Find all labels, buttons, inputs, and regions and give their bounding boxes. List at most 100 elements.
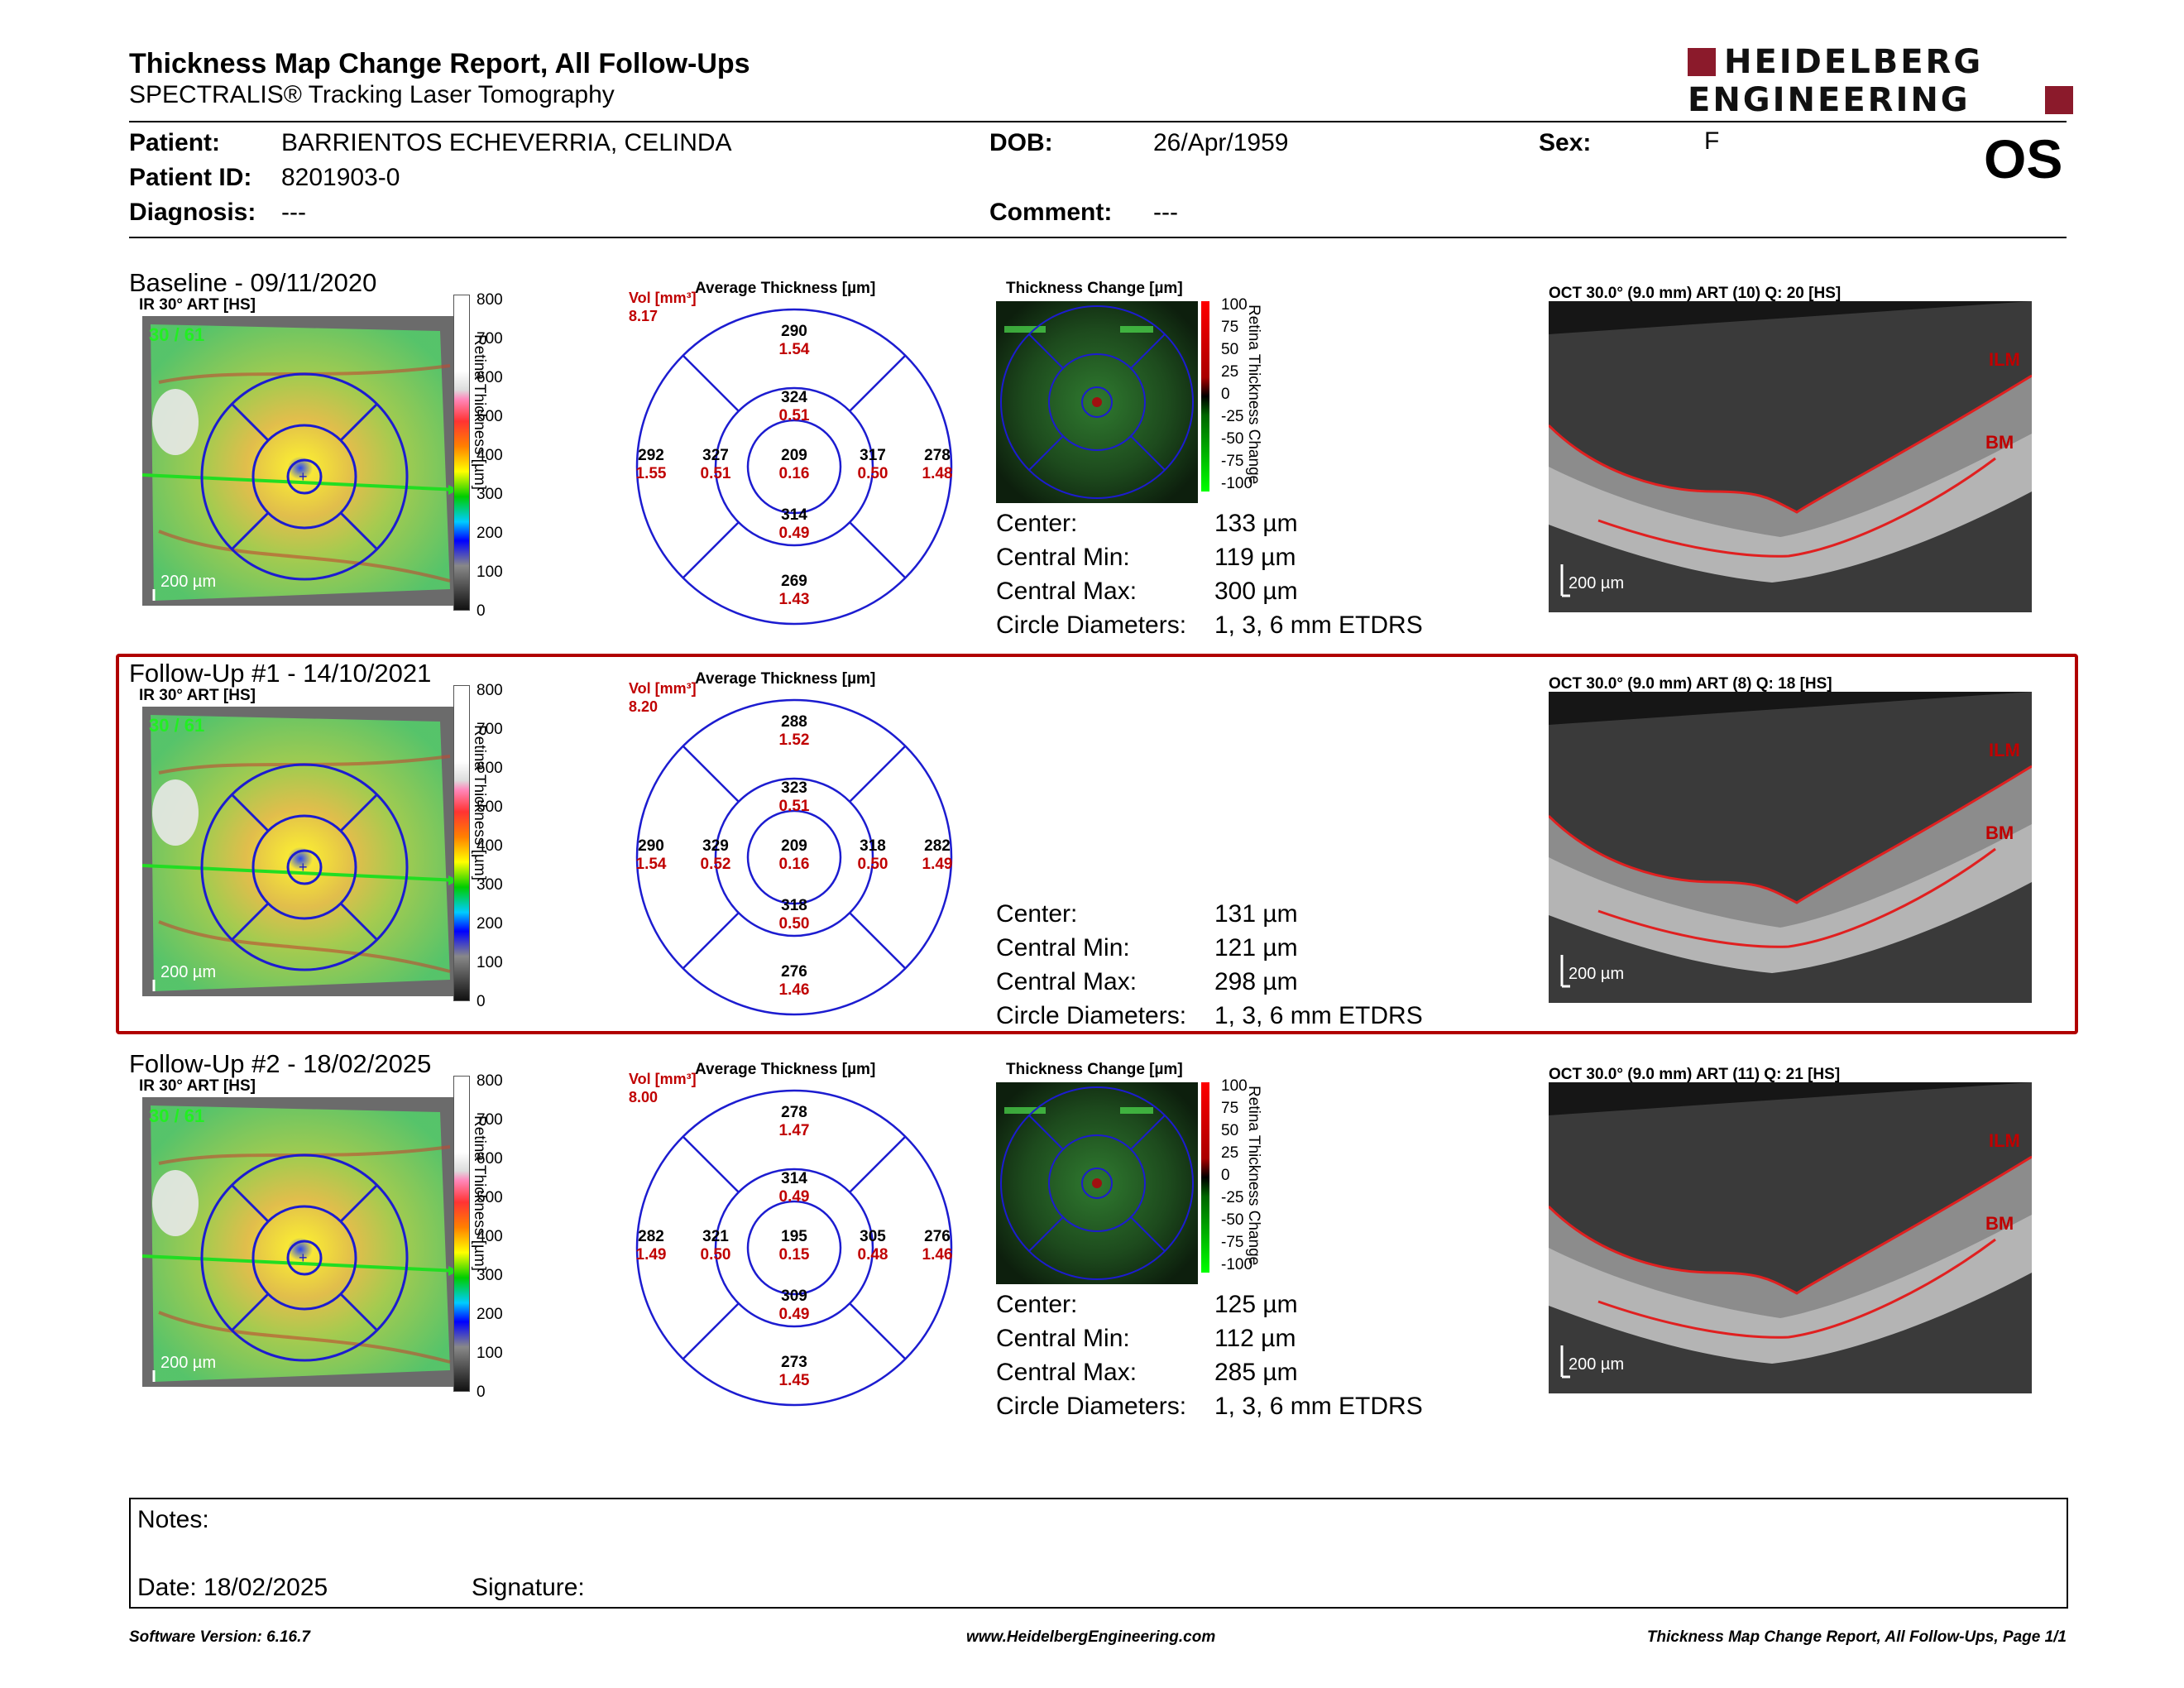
svg-text:+: + (299, 859, 308, 875)
sector-c: 209 0.16 (761, 837, 827, 874)
sector-os: 290 1.54 (761, 323, 827, 359)
oct-scan-label: OCT 30.0° (9.0 mm) ART (10) Q: 20 [HS] (1549, 285, 1842, 302)
notes-box: Notes: Date: 18/02/2025 Signature: (129, 1498, 2068, 1609)
sector-thickness: 276 (924, 1228, 951, 1245)
colorbar-tick: 400 (477, 837, 503, 855)
tracking-count: 30 / 61 (149, 324, 205, 345)
etdrs-grid (635, 1089, 953, 1407)
footer-page-info: Thickness Map Change Report, All Follow-… (1646, 1628, 2067, 1646)
bm-label: BM (1985, 1213, 2014, 1234)
sector-c: 195 0.15 (761, 1228, 827, 1264)
scale-bar-label: 200 µm (160, 1354, 217, 1372)
current-followup-highlight (116, 654, 2078, 1034)
fundus-svg: + (142, 316, 458, 606)
sector-thickness: 321 (702, 1228, 729, 1245)
sector-volume: 1.48 (922, 465, 953, 482)
exam-title: Baseline - 09/11/2020 (129, 268, 377, 297)
fundus-svg: + (142, 1097, 458, 1387)
volume-label: Vol [mm³] (629, 1071, 697, 1087)
change-tick: 50 (1221, 1122, 1239, 1139)
change-tick: -25 (1221, 408, 1244, 425)
dob-label: DOB: (989, 129, 1053, 156)
oct-bscan: ILM BM 200 µm (1549, 692, 2032, 1003)
central-min-value: 119 µm (1214, 544, 1296, 571)
change-tick: 25 (1221, 1144, 1239, 1162)
optic-disc-icon (152, 1170, 199, 1236)
thickness-change-title: Thickness Change [µm] (1006, 1061, 1183, 1078)
sector-volume: 0.52 (700, 856, 731, 873)
sector-ot: 278 1.48 (904, 447, 970, 483)
change-tick: 50 (1221, 341, 1239, 358)
bm-label: BM (1985, 432, 2014, 453)
sector-on: 292 1.55 (618, 447, 684, 483)
logo-square-icon (1688, 48, 1716, 76)
sector-ii: 318 0.50 (761, 897, 827, 933)
central-min-label: Central Min: (996, 934, 1130, 961)
bm-label: BM (1985, 822, 2014, 843)
diagnosis: --- (281, 199, 306, 226)
colorbar-tick: 0 (477, 993, 486, 1010)
sector-volume: 0.51 (778, 407, 810, 424)
sector-volume: 0.49 (778, 1188, 810, 1206)
avg-thickness-title: Average Thickness [µm] (695, 280, 876, 297)
thickness-change-map (996, 301, 1198, 503)
logo-text-2: ENGINEERING (1688, 81, 1971, 119)
sector-thickness: 282 (924, 837, 951, 855)
oct-scale-bar-label: 200 µm (1569, 1355, 1625, 1374)
sector-thickness: 309 (781, 1288, 807, 1305)
change-tick: -25 (1221, 1189, 1244, 1206)
fundus-thickness-map: + 200 µm 30 / 61 (142, 316, 458, 606)
sector-in: 329 0.52 (682, 837, 749, 874)
sex: F (1704, 127, 1720, 155)
circle-diameters-value: 1, 3, 6 mm ETDRS (1214, 1002, 1423, 1029)
sector-in: 321 0.50 (682, 1228, 749, 1264)
circle-diameters-label: Circle Diameters: (996, 611, 1187, 639)
colorbar-tick: 200 (477, 525, 503, 542)
change-tick: -100 (1221, 1256, 1253, 1273)
central-min-label: Central Min: (996, 544, 1130, 571)
ir-label: IR 30° ART [HS] (139, 687, 256, 704)
center-value: 133 µm (1214, 510, 1298, 537)
signature-label: Signature: (472, 1574, 585, 1601)
colorbar-tick: 600 (477, 369, 503, 386)
colorbar-tick: 100 (477, 1345, 503, 1362)
oct-bscan: ILM BM 200 µm (1549, 301, 2032, 612)
volume-label: Vol [mm³] (629, 680, 697, 697)
sector-c: 209 0.16 (761, 447, 827, 483)
central-max-label: Central Max: (996, 1359, 1138, 1386)
sector-thickness: 278 (781, 1104, 807, 1121)
patient-name: BARRIENTOS ECHEVERRIA, CELINDA (281, 129, 732, 156)
sector-thickness: 278 (924, 447, 951, 464)
avg-thickness-title: Average Thickness [µm] (695, 670, 876, 688)
patient-name-label: Patient: (129, 129, 221, 156)
sector-volume: 0.16 (778, 856, 810, 873)
sector-volume: 0.50 (857, 856, 888, 873)
thickness-colorbar (453, 1076, 470, 1392)
sector-it: 317 0.50 (840, 447, 906, 483)
change-tick: 25 (1221, 363, 1239, 381)
thickness-colorbar (453, 685, 470, 1001)
colorbar-tick: 0 (477, 602, 486, 620)
sector-volume: 0.48 (857, 1246, 888, 1264)
etdrs-overlay (200, 763, 409, 971)
circle-diameters-label: Circle Diameters: (996, 1393, 1187, 1420)
central-max-value: 298 µm (1214, 968, 1298, 995)
sector-ot: 276 1.46 (904, 1228, 970, 1264)
etdrs-overlay (200, 372, 409, 581)
sector-is: 324 0.51 (761, 389, 827, 425)
central-max-value: 300 µm (1214, 578, 1298, 605)
sector-volume: 1.55 (635, 465, 667, 482)
circle-diameters-value: 1, 3, 6 mm ETDRS (1214, 1393, 1423, 1420)
sector-volume: 1.46 (778, 981, 810, 999)
sector-volume: 0.50 (778, 915, 810, 933)
colorbar-tick: 100 (477, 954, 503, 971)
exam-section-1: Follow-Up #1 - 14/10/2021 IR 30° ART [HS… (0, 659, 2184, 1039)
center-value: 131 µm (1214, 900, 1298, 928)
ilm-label: ILM (1989, 349, 2020, 370)
change-tick: 0 (1221, 1167, 1230, 1184)
avg-thickness-title: Average Thickness [µm] (695, 1061, 876, 1078)
sector-volume: 0.51 (700, 465, 731, 482)
sector-volume: 0.15 (778, 1246, 810, 1264)
sector-oi: 276 1.46 (761, 963, 827, 1000)
change-colorbar (1201, 301, 1209, 492)
